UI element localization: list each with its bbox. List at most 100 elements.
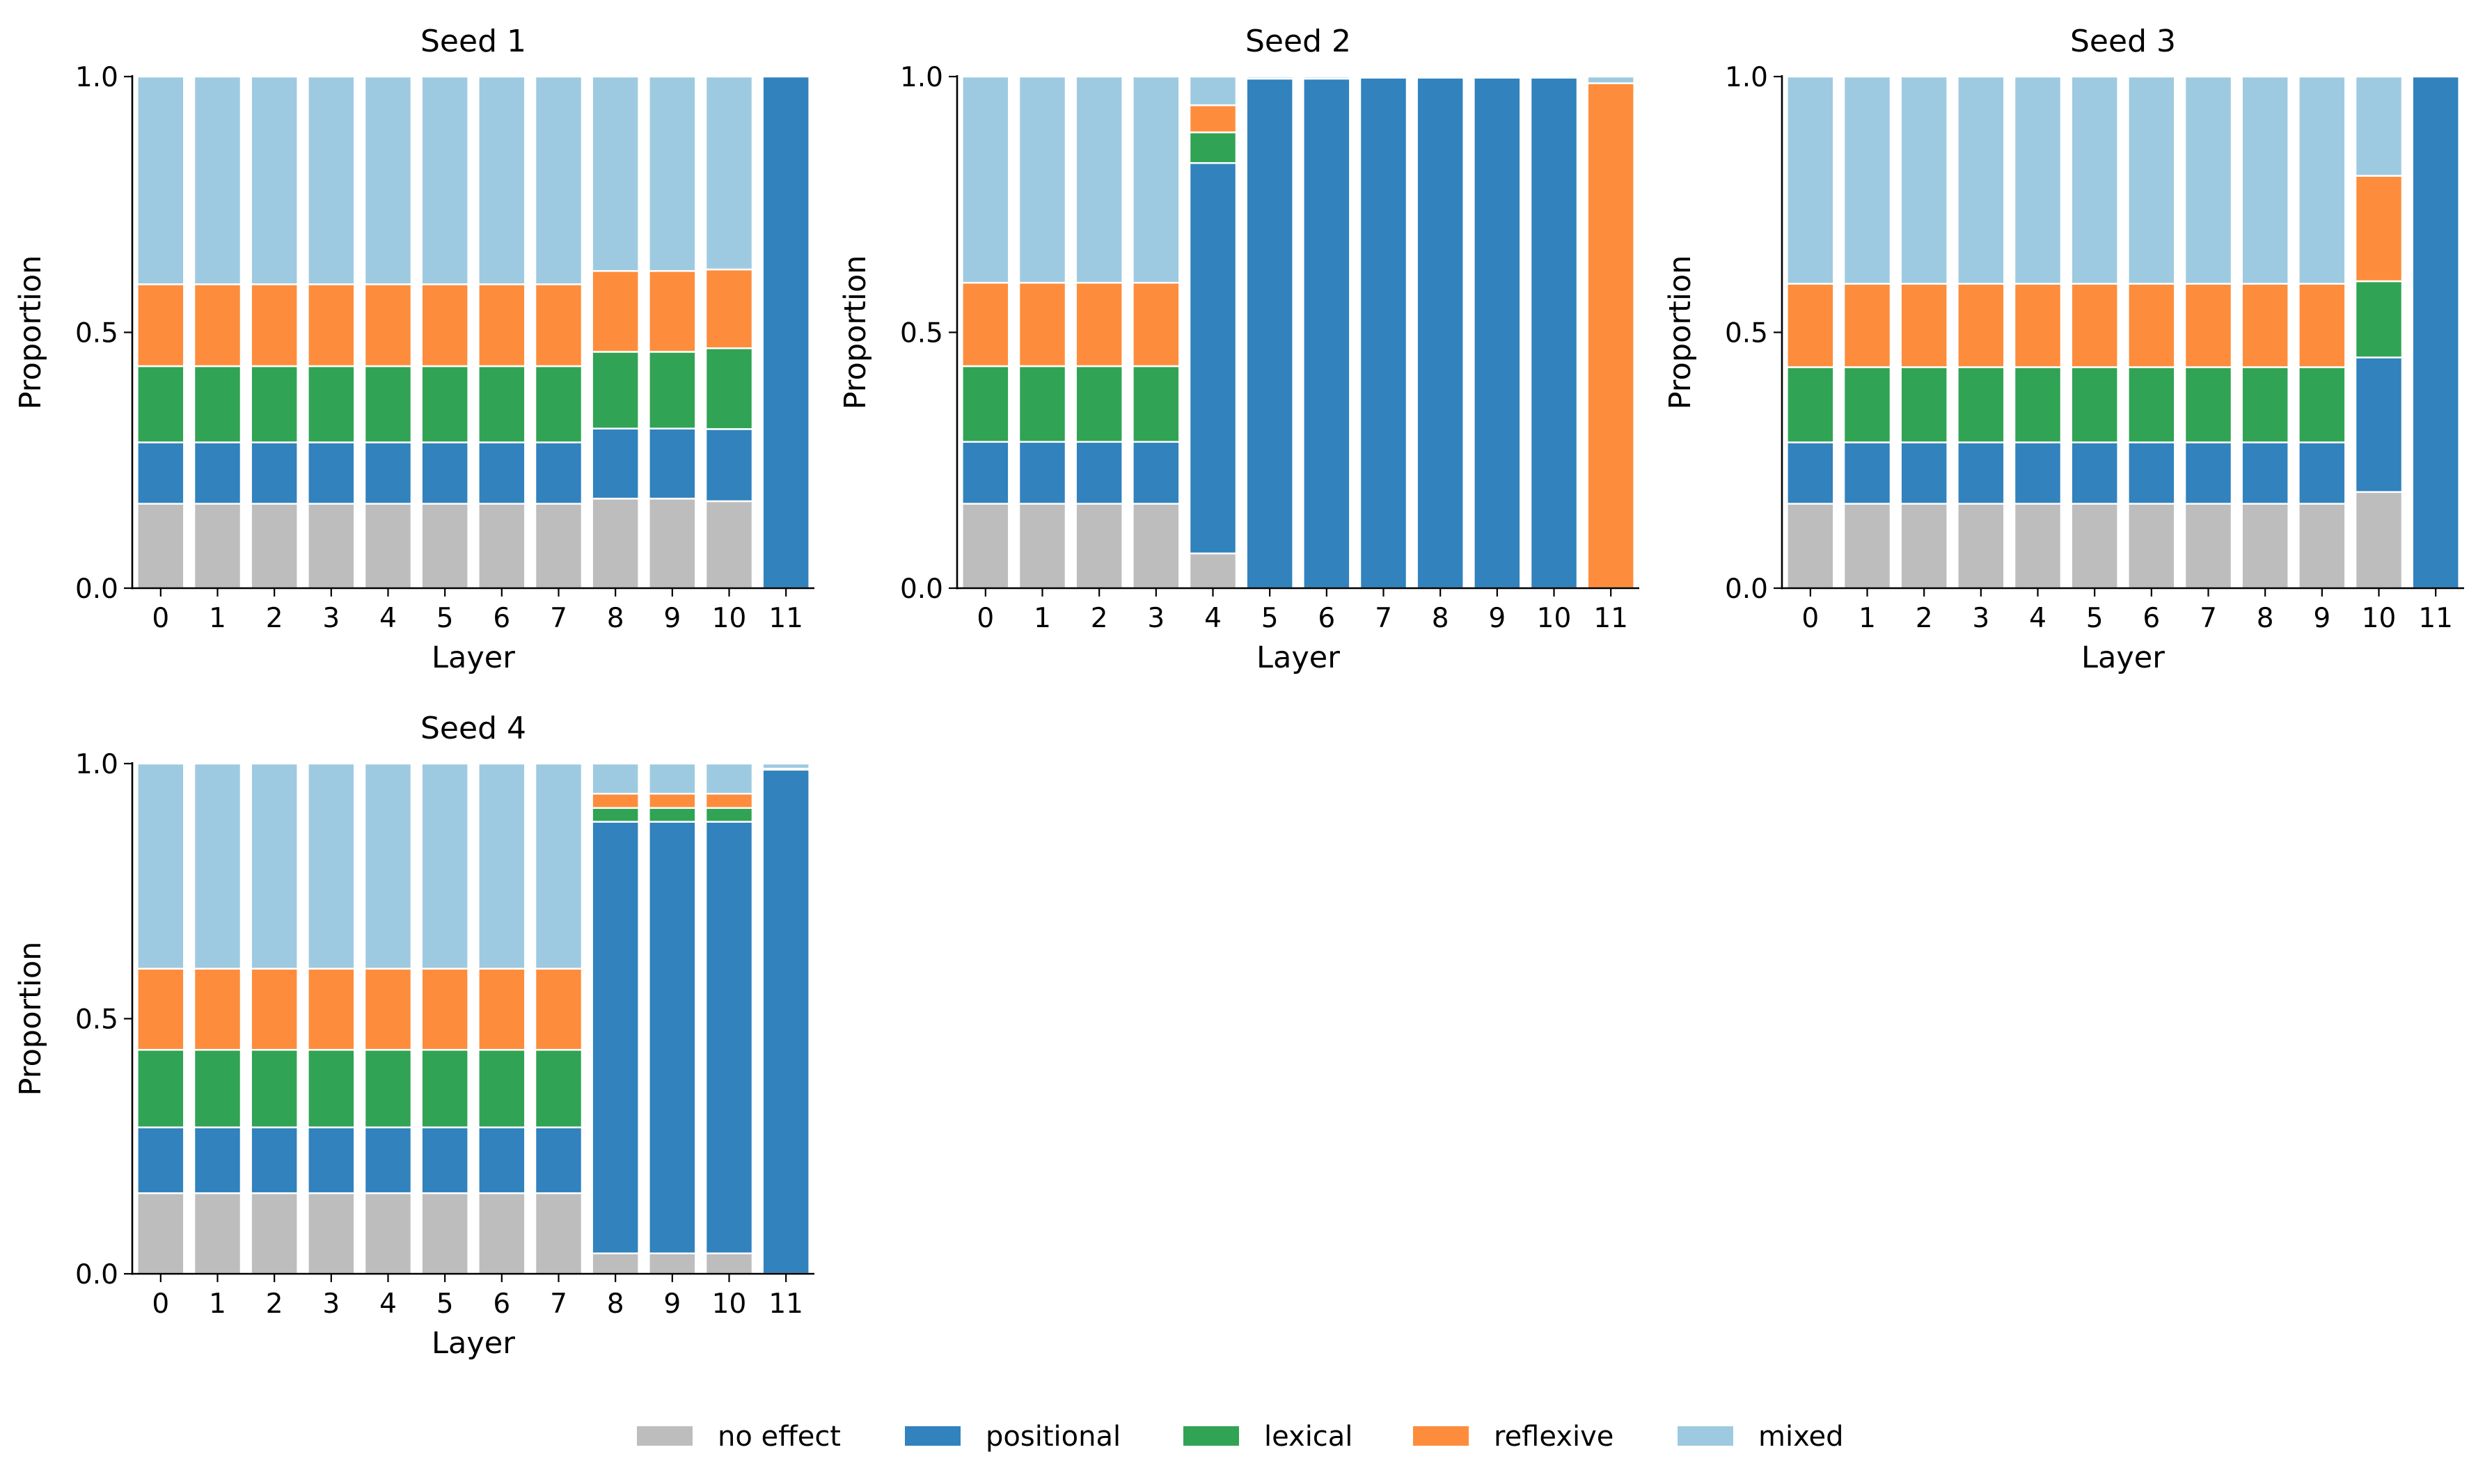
bar-seed-4-layer-5-no-effect [420, 1192, 469, 1275]
legend-swatch [1183, 1426, 1239, 1446]
bar-seed-1-layer-6-reflexive [478, 283, 526, 368]
bar-seed-4-layer-6-mixed [478, 762, 526, 970]
bar-seed-3-layer-0-reflexive [1786, 283, 1835, 368]
bar-seed-3-layer-9-no-effect [2298, 503, 2346, 590]
bar-seed-1-layer-8-mixed [591, 75, 640, 272]
bar-seed-3-layer-5-mixed [2070, 75, 2119, 285]
y-tick-label: 0.5 [900, 318, 943, 349]
bar-seed-1-layer-8-positional [591, 427, 640, 500]
bar-seed-3-layer-2-no-effect [1900, 503, 1948, 590]
bar-seed-1-layer-0-lexical [136, 365, 185, 443]
x-tick-label: 7 [2200, 603, 2217, 634]
bar-seed-2-layer-11-reflexive [1586, 82, 1635, 590]
y-tick-label: 0.5 [75, 1004, 118, 1036]
bar-seed-1-layer-11-positional [762, 75, 810, 590]
bar-seed-2-layer-3-reflexive [1132, 281, 1181, 368]
bar-seed-1-layer-2-no-effect [250, 503, 299, 590]
bar-seed-1-layer-6-positional [478, 441, 526, 505]
bar-seed-3-layer-10-lexical [2354, 280, 2404, 358]
bar-seed-1-layer-0-no-effect [136, 503, 185, 590]
bar-seed-3-layer-8-positional [2241, 441, 2289, 505]
bar-seed-1-layer-1-mixed [193, 75, 242, 285]
x-tick-label: 1 [209, 1288, 226, 1320]
legend-label: lexical [1264, 1421, 1352, 1453]
bar-seed-1-layer-5-positional [420, 441, 469, 505]
bar-seed-3-layer-11-positional [2411, 75, 2460, 590]
x-tick-label: 7 [550, 603, 567, 634]
bar-seed-3-layer-10-reflexive [2354, 175, 2404, 283]
y-tick-label: 0.0 [75, 574, 118, 605]
x-tick-label: 10 [2362, 603, 2397, 634]
bar-seed-1-layer-3-lexical [307, 365, 356, 443]
bar-seed-3-layer-5-no-effect [2070, 503, 2119, 590]
panel-seed-3: 0.0 0.5 1.0 0 1 2 3 4 5 6 7 8 9 10 11 Seed 3 Layer Propor… [1663, 24, 2464, 675]
bar-seed-1-layer-7-no-effect [534, 503, 583, 590]
x-tick-label: 2 [1916, 603, 1933, 634]
bar-seed-2-layer-2-positional [1075, 441, 1123, 505]
x-tick-label: 6 [493, 1288, 510, 1320]
legend-label: mixed [1758, 1421, 1844, 1453]
bar-seed-1-layer-10-mixed [704, 75, 754, 271]
bar-seed-2-layer-1-positional [1018, 441, 1067, 505]
x-tick-label: 11 [768, 1288, 803, 1320]
bar-seed-4-layer-2-no-effect [250, 1192, 299, 1275]
bar-seed-3-layer-7-positional [2184, 441, 2233, 505]
bar-seed-3-layer-4-reflexive [2013, 283, 2062, 368]
bar-seed-4-layer-0-lexical [136, 1048, 185, 1128]
x-axis-label: Layer [432, 1326, 515, 1361]
bar-seed-4-layer-9-no-effect [648, 1252, 697, 1275]
bar-seed-1-layer-5-mixed [420, 75, 469, 285]
bar-seed-2-layer-3-positional [1132, 441, 1181, 505]
bar-seed-4-layer-10-lexical [704, 807, 754, 823]
legend-item-mixed: mixed [1678, 1421, 1844, 1453]
bar-seed-2-layer-4-no-effect [1188, 552, 1238, 590]
bar-seed-1-layer-9-no-effect [648, 498, 697, 590]
bar-seed-4-layer-10-reflexive [704, 793, 754, 810]
bar-seed-1-layer-4-lexical [363, 365, 413, 443]
bar-seed-1-layer-0-reflexive [136, 283, 185, 368]
bar-seed-1-layer-2-positional [250, 441, 299, 505]
bar-seed-1-layer-4-mixed [363, 75, 413, 285]
bar-seed-1-layer-5-no-effect [420, 503, 469, 590]
bar-seed-2-layer-6-positional [1302, 77, 1351, 590]
bar-seed-3-layer-6-no-effect [2127, 503, 2176, 590]
bar-seed-3-layer-5-lexical [2070, 366, 2119, 443]
bar-seed-4-layer-1-lexical [193, 1048, 242, 1128]
legend: no effect positional lexical reflexive mixed [637, 1421, 1844, 1453]
x-tick-label: 0 [1801, 603, 1819, 634]
x-tick-label: 11 [1593, 603, 1628, 634]
bar-seed-2-layer-10-positional [1529, 77, 1579, 590]
bar-seed-4-layer-3-positional [307, 1126, 356, 1194]
x-tick-label: 9 [663, 1288, 681, 1320]
bar-seed-1-layer-7-mixed [534, 75, 583, 285]
bar-seed-3-layer-7-no-effect [2184, 503, 2233, 590]
bar-seed-4-layer-6-lexical [478, 1048, 526, 1128]
bar-seed-3-layer-6-reflexive [2127, 283, 2176, 368]
bar-seed-4-layer-5-reflexive [420, 968, 469, 1051]
bar-seed-3-layer-3-no-effect [1957, 503, 2005, 590]
bar-seed-1-layer-3-positional [307, 441, 356, 505]
bar-seed-4-layer-1-reflexive [193, 968, 242, 1051]
bar-seed-3-layer-3-lexical [1957, 366, 2005, 443]
bar-seed-1-layer-0-positional [136, 441, 185, 505]
x-tick-label: 7 [550, 1288, 567, 1320]
legend-swatch [637, 1426, 693, 1446]
x-tick-label: 3 [1147, 603, 1165, 634]
bar-seed-4-layer-8-lexical [591, 807, 640, 823]
bar-seed-2-layer-7-positional [1359, 77, 1408, 590]
bar-seed-4-layer-7-no-effect [534, 1192, 583, 1275]
bar-seed-4-layer-0-reflexive [136, 968, 185, 1051]
x-tick-label: 1 [209, 603, 226, 634]
x-tick-label: 0 [977, 603, 994, 634]
bar-seed-3-layer-6-positional [2127, 441, 2176, 505]
x-tick-label: 8 [607, 603, 624, 634]
bar-seed-2-layer-8-positional [1416, 77, 1465, 590]
y-axis-label: Proportion [1663, 255, 1698, 410]
bar-seed-4-layer-5-positional [420, 1126, 469, 1194]
x-tick-label: 9 [663, 603, 681, 634]
legend-label: reflexive [1494, 1421, 1614, 1453]
bar-seed-3-layer-7-mixed [2184, 75, 2233, 285]
bar-seed-3-layer-8-lexical [2241, 366, 2289, 443]
bar-seed-4-layer-3-no-effect [307, 1192, 356, 1275]
